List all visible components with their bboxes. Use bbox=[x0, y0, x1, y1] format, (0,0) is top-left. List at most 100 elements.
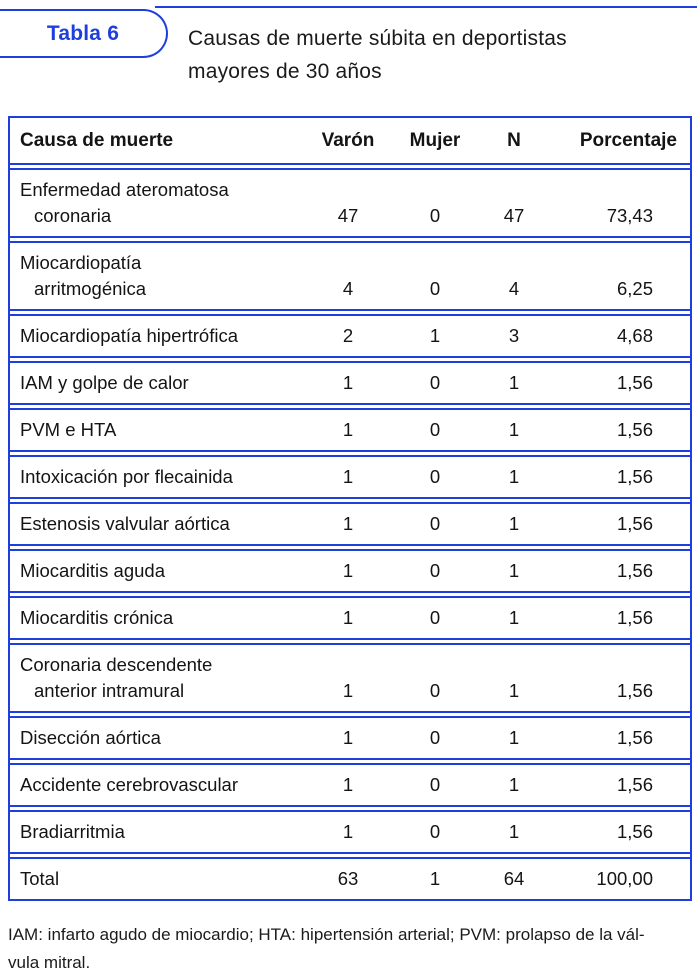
cell-cause-line1: Total bbox=[20, 868, 60, 889]
cell-n: 1 bbox=[508, 513, 520, 534]
data-table: Causa de muerte Varón Mujer N Porcentaje… bbox=[8, 116, 692, 901]
cell-cause: Miocarditis crónica bbox=[10, 605, 305, 631]
cell-mujer: 1 bbox=[429, 868, 441, 889]
cell-cause: Enfermedad ateromatosa coronaria bbox=[10, 177, 305, 229]
table-row: Enfermedad ateromatosa coronaria 47 0 47… bbox=[10, 168, 690, 238]
cell-cause-line1: Disección aórtica bbox=[20, 727, 161, 748]
cell-cause: Intoxicación por flecainida bbox=[10, 464, 305, 490]
table-row: Accidente cerebrovascular 1 0 1 1,56 bbox=[10, 763, 690, 807]
column-header-mujer: Mujer bbox=[409, 130, 461, 151]
cell-cause-line2: coronaria bbox=[34, 205, 112, 226]
cell-cause-line1: Miocardiopatía bbox=[20, 252, 142, 273]
cell-mujer: 0 bbox=[429, 774, 441, 795]
cell-porcentaje: 1,56 bbox=[616, 727, 653, 748]
table-row: Coronaria descendente anterior intramura… bbox=[10, 643, 690, 713]
cell-porcentaje: 73,43 bbox=[606, 205, 653, 226]
cell-porcentaje: 1,56 bbox=[616, 372, 653, 393]
cell-n: 3 bbox=[508, 325, 520, 346]
cell-cause: Estenosis valvular aórtica bbox=[10, 511, 305, 537]
table-caption: Causas de muerte súbita en deportistas m… bbox=[188, 22, 567, 88]
table-row: Estenosis valvular aórtica 1 0 1 1,56 bbox=[10, 502, 690, 546]
cell-cause-line1: Miocardiopatía hipertrófica bbox=[20, 325, 238, 346]
cell-porcentaje: 1,56 bbox=[616, 680, 653, 701]
cell-cause-line2: arritmogénica bbox=[34, 278, 147, 299]
cell-porcentaje: 6,25 bbox=[616, 278, 653, 299]
cell-varon: 63 bbox=[337, 868, 359, 889]
cell-mujer: 0 bbox=[429, 560, 441, 581]
cell-mujer: 0 bbox=[429, 419, 441, 440]
cell-cause-line1: IAM y golpe de calor bbox=[20, 372, 189, 393]
cell-cause-line1: Enfermedad ateromatosa bbox=[20, 179, 229, 200]
cell-porcentaje: 100,00 bbox=[596, 868, 653, 889]
table-row: PVM e HTA 1 0 1 1,56 bbox=[10, 408, 690, 452]
table-row: IAM y golpe de calor 1 0 1 1,56 bbox=[10, 361, 690, 405]
cell-mujer: 0 bbox=[429, 205, 441, 226]
cell-cause-line1: Coronaria descendente bbox=[20, 654, 213, 675]
table-row: Miocardiopatía hipertrófica 2 1 3 4,68 bbox=[10, 314, 690, 358]
cell-varon: 4 bbox=[342, 278, 354, 299]
cell-porcentaje: 4,68 bbox=[616, 325, 653, 346]
cell-n: 1 bbox=[508, 727, 520, 748]
cell-cause: Miocardiopatía hipertrófica bbox=[10, 323, 305, 349]
table-number-label: Tabla 6 bbox=[46, 21, 120, 45]
cell-porcentaje: 1,56 bbox=[616, 607, 653, 628]
cell-varon: 1 bbox=[342, 466, 354, 487]
cell-porcentaje: 1,56 bbox=[616, 513, 653, 534]
table-number-badge: Tabla 6 bbox=[0, 9, 168, 58]
cell-varon: 1 bbox=[342, 560, 354, 581]
cell-varon: 1 bbox=[342, 821, 354, 842]
cell-mujer: 1 bbox=[429, 325, 441, 346]
cell-varon: 1 bbox=[342, 607, 354, 628]
table-row: Miocardiopatía arritmogénica 4 0 4 6,25 bbox=[10, 241, 690, 311]
cell-mujer: 0 bbox=[429, 680, 441, 701]
table-caption-line1: Causas de muerte súbita en deportistas bbox=[188, 27, 567, 50]
cell-varon: 1 bbox=[342, 513, 354, 534]
table-row: Miocarditis crónica 1 0 1 1,56 bbox=[10, 596, 690, 640]
cell-varon: 2 bbox=[342, 325, 354, 346]
cell-porcentaje: 1,56 bbox=[616, 419, 653, 440]
cell-n: 1 bbox=[508, 560, 520, 581]
cell-mujer: 0 bbox=[429, 372, 441, 393]
cell-porcentaje: 1,56 bbox=[616, 466, 653, 487]
cell-varon: 1 bbox=[342, 372, 354, 393]
cell-n: 1 bbox=[508, 607, 520, 628]
header-rule bbox=[155, 6, 697, 8]
cell-porcentaje: 1,56 bbox=[616, 774, 653, 795]
cell-porcentaje: 1,56 bbox=[616, 821, 653, 842]
cell-mujer: 0 bbox=[429, 727, 441, 748]
cell-cause: IAM y golpe de calor bbox=[10, 370, 305, 396]
column-header-cause: Causa de muerte bbox=[20, 130, 174, 151]
cell-cause: Bradiarritmia bbox=[10, 819, 305, 845]
cell-mujer: 0 bbox=[429, 607, 441, 628]
cell-cause: Accidente cerebrovascular bbox=[10, 772, 305, 798]
cell-varon: 1 bbox=[342, 680, 354, 701]
footnote-line2: vula mitral. bbox=[8, 953, 91, 972]
cell-cause: PVM e HTA bbox=[10, 417, 305, 443]
cell-cause-line2: anterior intramural bbox=[34, 680, 185, 701]
cell-n: 1 bbox=[508, 774, 520, 795]
cell-cause: Miocardiopatía arritmogénica bbox=[10, 250, 305, 302]
table-caption-line2: mayores de 30 años bbox=[188, 60, 382, 83]
cell-varon: 1 bbox=[342, 774, 354, 795]
cell-n: 1 bbox=[508, 680, 520, 701]
cell-n: 1 bbox=[508, 821, 520, 842]
cell-cause-line1: Accidente cerebrovascular bbox=[20, 774, 238, 795]
cell-n: 1 bbox=[508, 419, 520, 440]
table-header-row: Causa de muerte Varón Mujer N Porcentaje bbox=[10, 118, 690, 165]
table-row: Disección aórtica 1 0 1 1,56 bbox=[10, 716, 690, 760]
cell-cause: Coronaria descendente anterior intramura… bbox=[10, 652, 305, 704]
column-header-porcentaje: Porcentaje bbox=[579, 130, 677, 151]
cell-mujer: 0 bbox=[429, 278, 441, 299]
column-header-n: N bbox=[507, 130, 521, 151]
cell-n: 1 bbox=[508, 372, 520, 393]
cell-n: 1 bbox=[508, 466, 520, 487]
cell-n: 64 bbox=[503, 868, 525, 889]
table-footnote: IAM: infarto agudo de miocardio; HTA: hi… bbox=[8, 921, 696, 977]
cell-varon: 47 bbox=[337, 205, 359, 226]
cell-porcentaje: 1,56 bbox=[616, 560, 653, 581]
table-row: Miocarditis aguda 1 0 1 1,56 bbox=[10, 549, 690, 593]
cell-mujer: 0 bbox=[429, 513, 441, 534]
cell-n: 4 bbox=[508, 278, 520, 299]
cell-cause-line1: Bradiarritmia bbox=[20, 821, 125, 842]
